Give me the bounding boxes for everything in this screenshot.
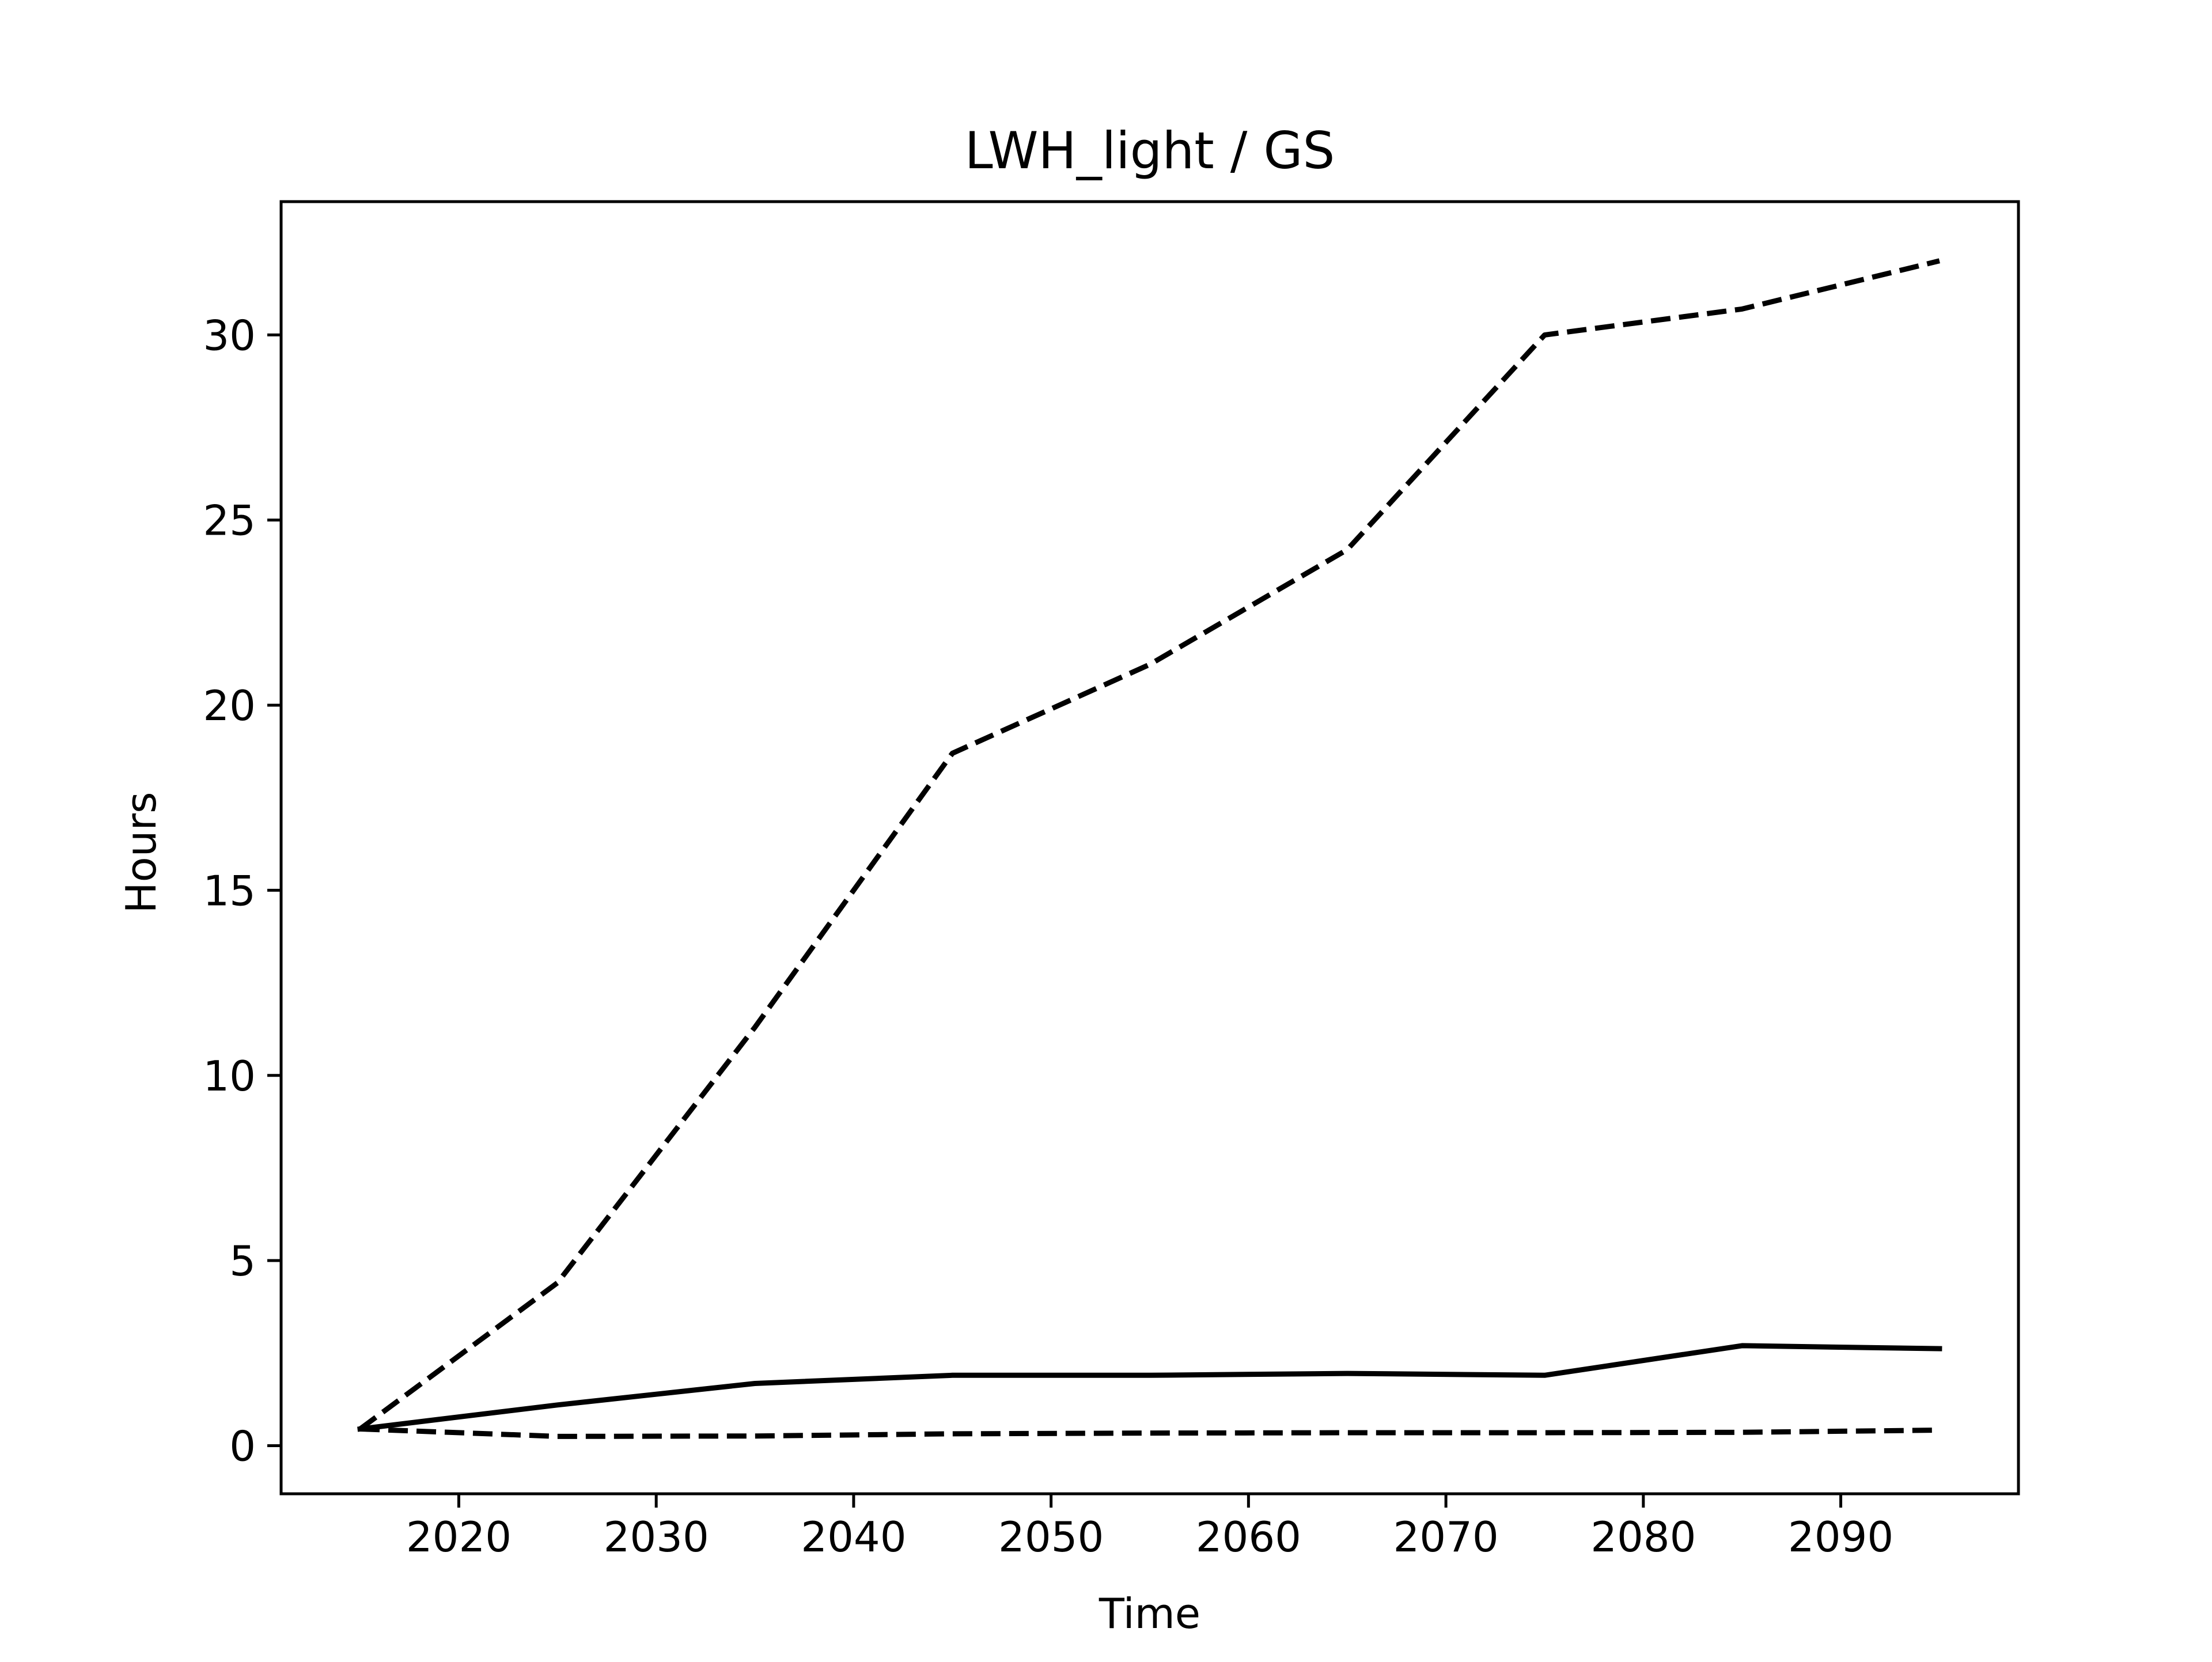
x-tick-label: 2050	[998, 1513, 1104, 1561]
x-tick-label: 2080	[1590, 1513, 1696, 1561]
plot-area-frame	[279, 200, 2020, 1496]
y-tick-label: 20	[203, 682, 256, 730]
x-axis-ticks: 2020 2030 2040 2050 2060 2070 2080 2090	[406, 1494, 1893, 1561]
series-line-3	[359, 1426, 1940, 1439]
y-tick-label: 5	[229, 1237, 256, 1285]
x-tick-label: 2020	[406, 1513, 512, 1561]
x-tick-label: 2040	[801, 1513, 906, 1561]
x-tick-label: 2070	[1393, 1513, 1498, 1561]
y-tick-label: 0	[229, 1422, 256, 1470]
y-tick-label: 10	[203, 1052, 256, 1100]
series-line-1	[357, 1343, 1942, 1432]
series-layer	[357, 258, 1942, 1439]
x-tick-label: 2030	[604, 1513, 709, 1561]
y-tick-label: 25	[203, 497, 256, 545]
series-line-2	[358, 258, 1940, 1432]
y-tick-label: 30	[203, 311, 256, 359]
x-tick-label: 2060	[1196, 1513, 1301, 1561]
y-tick-label: 15	[203, 866, 256, 915]
x-tick-label: 2090	[1788, 1513, 1893, 1561]
x-axis-label: Time	[1099, 1589, 1200, 1638]
y-axis-label: Hours	[117, 792, 165, 914]
y-axis-ticks: 0 5 10 15 20 25 30	[203, 311, 281, 1470]
chart-title: LWH_light / GS	[965, 121, 1335, 180]
